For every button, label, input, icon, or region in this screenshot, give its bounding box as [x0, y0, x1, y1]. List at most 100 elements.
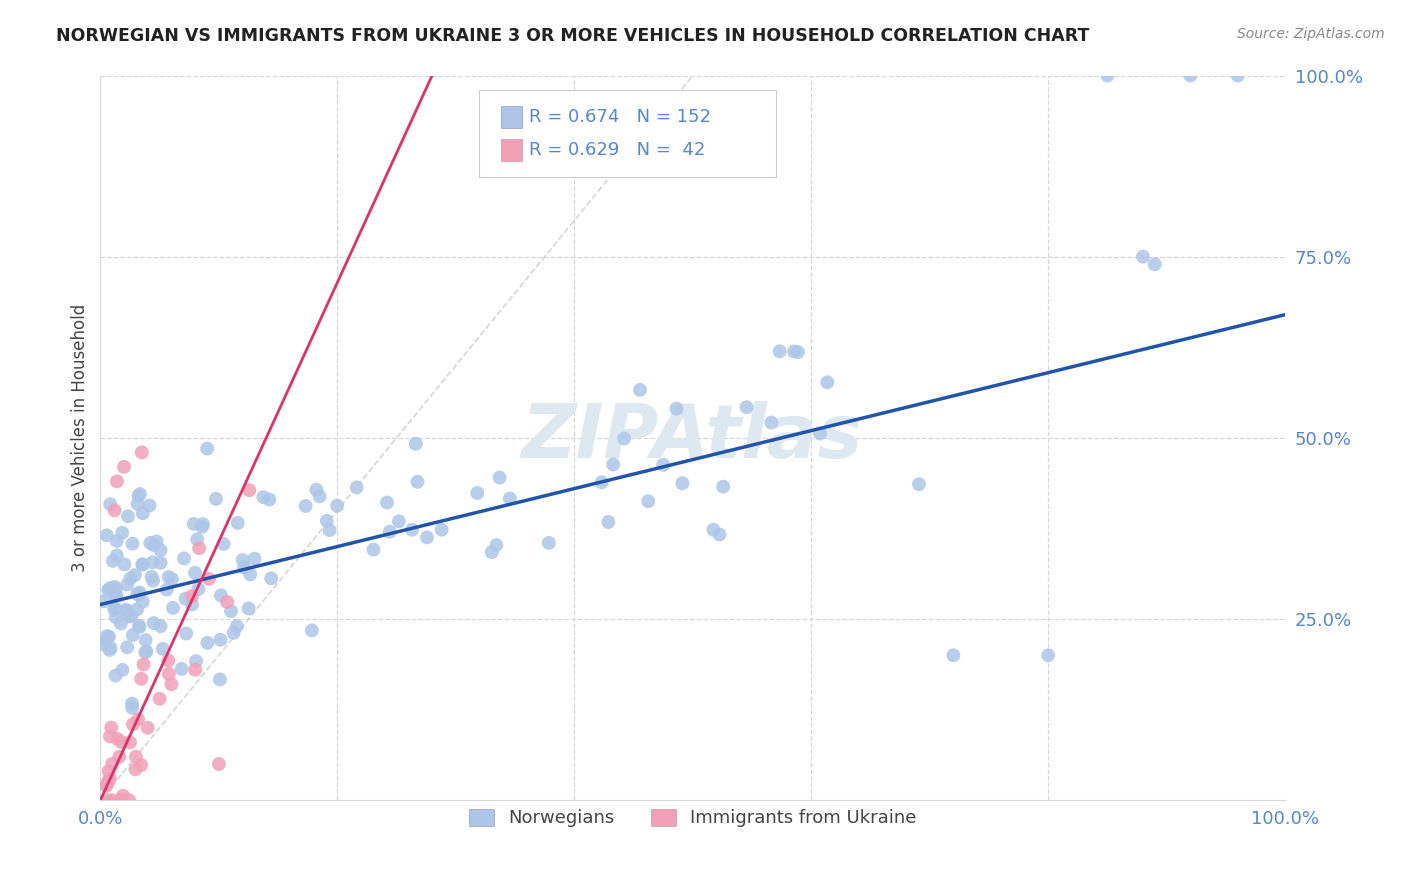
Point	[96, 629, 118, 643]
Point	[127, 713, 149, 727]
Point	[735, 401, 758, 415]
Point	[96, 633, 118, 648]
Point	[104, 668, 127, 682]
Point	[129, 487, 152, 501]
Point	[125, 749, 148, 764]
Point	[114, 558, 136, 572]
Point	[318, 523, 340, 537]
Point	[132, 657, 155, 672]
Point	[488, 470, 510, 484]
Point	[1143, 257, 1166, 271]
Point	[363, 542, 385, 557]
Point	[499, 491, 522, 506]
Point	[188, 541, 211, 556]
Y-axis label: 3 or more Vehicles in Household: 3 or more Vehicles in Household	[72, 304, 89, 572]
Point	[96, 528, 118, 542]
Point	[101, 756, 124, 771]
Point	[115, 640, 138, 655]
Point	[142, 538, 165, 552]
Point	[157, 570, 180, 584]
Text: R = 0.674   N = 152: R = 0.674 N = 152	[529, 108, 711, 126]
Point	[103, 580, 125, 594]
Point	[156, 582, 179, 597]
Point	[783, 344, 806, 359]
Point	[209, 589, 232, 603]
Point	[301, 624, 323, 638]
Point	[602, 458, 624, 472]
Point	[598, 515, 620, 529]
Point	[132, 595, 155, 609]
Point	[118, 735, 141, 749]
Point	[118, 609, 141, 624]
Point	[212, 537, 235, 551]
Point	[162, 600, 184, 615]
Point	[129, 758, 152, 772]
Point	[105, 589, 128, 603]
Point	[787, 345, 810, 359]
Point	[225, 619, 247, 633]
Point	[209, 632, 232, 647]
Point	[208, 756, 231, 771]
Point	[98, 730, 121, 744]
Point	[1097, 69, 1119, 83]
Point	[217, 595, 239, 609]
Point	[114, 603, 136, 617]
Point	[238, 601, 260, 615]
Point	[110, 616, 132, 631]
Point	[105, 549, 128, 563]
Point	[709, 527, 731, 541]
Point	[173, 551, 195, 566]
Point	[98, 630, 121, 644]
Point	[96, 779, 118, 793]
Point	[142, 616, 165, 631]
Point	[226, 516, 249, 530]
Text: Source: ZipAtlas.com: Source: ZipAtlas.com	[1237, 27, 1385, 41]
Point	[305, 483, 328, 497]
FancyBboxPatch shape	[479, 90, 776, 177]
Point	[91, 637, 114, 651]
Point	[135, 644, 157, 658]
Point	[174, 591, 197, 606]
Point	[1180, 69, 1202, 83]
Point	[128, 588, 150, 602]
Point	[97, 764, 120, 779]
Point	[665, 401, 688, 416]
Point	[101, 554, 124, 568]
Point	[100, 640, 122, 655]
Point	[121, 697, 143, 711]
Point	[388, 514, 411, 528]
Point	[98, 497, 121, 511]
Bar	[501, 106, 522, 128]
Point	[111, 663, 134, 677]
Point	[405, 436, 427, 450]
Point	[105, 589, 128, 603]
Point	[132, 558, 155, 572]
Point	[652, 458, 675, 472]
Point	[127, 587, 149, 601]
Point	[378, 524, 401, 539]
Point	[121, 700, 143, 714]
Point	[127, 489, 149, 503]
Point	[671, 476, 693, 491]
Point	[128, 585, 150, 599]
Text: ZIPAtlas: ZIPAtlas	[522, 401, 863, 475]
Point	[105, 582, 128, 596]
Point	[128, 618, 150, 632]
Point	[101, 793, 124, 807]
Point	[132, 506, 155, 520]
Point	[160, 572, 183, 586]
Point	[637, 494, 659, 508]
Point	[243, 551, 266, 566]
Point	[97, 773, 120, 788]
Point	[129, 672, 152, 686]
Point	[401, 523, 423, 537]
Point	[145, 534, 167, 549]
Point	[124, 763, 146, 777]
Point	[157, 666, 180, 681]
Point	[115, 577, 138, 591]
Point	[195, 442, 218, 456]
Point	[122, 717, 145, 731]
Point	[160, 677, 183, 691]
Point	[481, 545, 503, 559]
Point	[191, 520, 214, 534]
